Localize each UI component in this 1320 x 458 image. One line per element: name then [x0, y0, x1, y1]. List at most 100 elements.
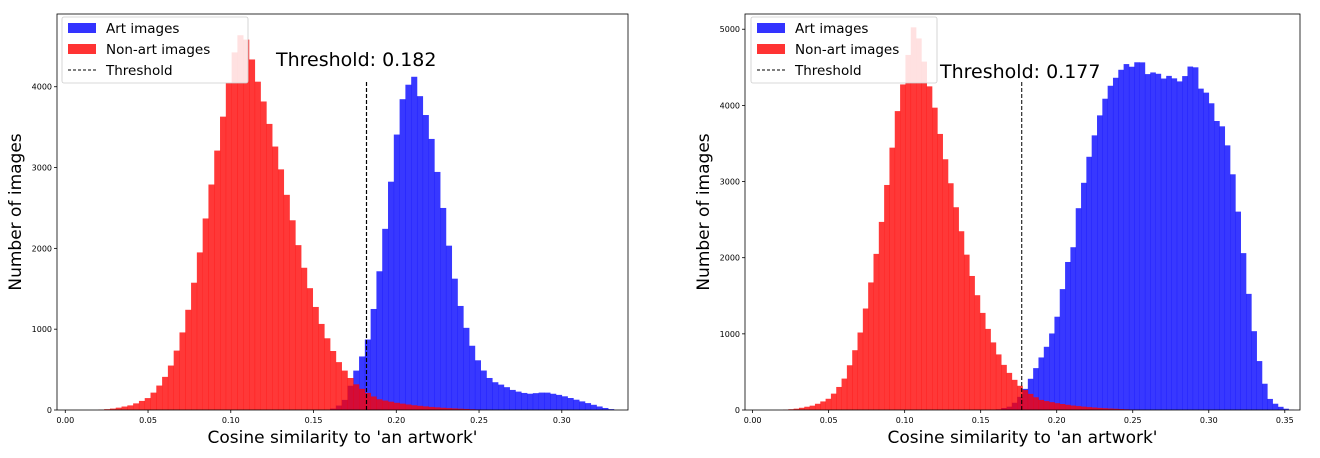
histogram-bar: [942, 159, 949, 410]
histogram-bar: [1065, 404, 1071, 410]
histogram-bar: [985, 328, 991, 410]
x-tick-labels: 0.00 0.05 0.10 0.15 0.20 0.25 0.30: [56, 410, 571, 425]
histogram-bar: [538, 392, 545, 410]
histogram-bar: [503, 387, 510, 410]
histogram-bar: [104, 409, 111, 410]
histogram-bar: [1022, 390, 1029, 410]
histogram-bar: [405, 404, 412, 410]
histogram-bar: [573, 399, 580, 410]
histogram-bar: [156, 385, 163, 410]
histogram-bar: [830, 393, 837, 410]
histogram-bar: [486, 377, 493, 410]
legend-swatch-non-art: [757, 44, 785, 54]
x-tick-label: 0.20: [387, 416, 405, 425]
histogram-bar: [846, 365, 853, 410]
y-tick-label: 2000: [32, 244, 52, 253]
histogram-bar: [1097, 115, 1103, 410]
histogram-bar: [463, 408, 470, 410]
histogram-bar: [1139, 62, 1146, 411]
histogram-bar: [162, 376, 169, 410]
histogram-bar: [590, 404, 597, 410]
histogram-bar: [926, 86, 933, 410]
histogram-bar: [133, 403, 140, 410]
histogram-bar: [457, 305, 464, 410]
histogram-bar: [364, 339, 371, 410]
legend-label-art: Art images: [106, 21, 179, 37]
x-tick-label: 0.30: [553, 416, 571, 425]
histogram-bar: [1192, 67, 1199, 410]
histogram-bar: [1091, 135, 1098, 410]
legend-swatch-art: [757, 23, 785, 33]
histogram-bar: [1102, 98, 1108, 410]
histogram-bar: [990, 342, 997, 410]
histogram-bar: [440, 407, 447, 410]
histogram-bar: [445, 245, 453, 410]
histogram-bar: [602, 407, 609, 410]
histogram-bar: [301, 267, 308, 410]
histogram-bar: [214, 150, 221, 410]
x-tick-label: 0.00: [744, 416, 762, 425]
histogram-bar: [884, 184, 890, 410]
histogram-bar: [1091, 407, 1098, 410]
histogram-bar: [921, 61, 927, 410]
histogram-bar: [1150, 72, 1156, 410]
histogram-bar: [995, 354, 1002, 410]
chart-right: 0.00 0.05 0.10 0.15 0.20 0.25 0.30 0.35 0 1000 20…: [694, 13, 1301, 448]
legend-swatch-art: [68, 23, 96, 33]
histogram-bar: [958, 231, 965, 410]
histogram-bar: [306, 288, 314, 410]
histogram-bar: [509, 389, 516, 410]
histogram-bar: [295, 245, 302, 410]
histogram-bar: [445, 408, 453, 410]
x-tick-label: 0.35: [1276, 416, 1294, 425]
histogram-bar: [347, 378, 354, 410]
legend-swatch-non-art: [68, 44, 96, 54]
histogram-bar: [121, 406, 128, 410]
legend-label-non-art: Non-art images: [795, 42, 899, 58]
histogram-bar: [1251, 331, 1257, 410]
histogram-bar: [341, 370, 348, 410]
histogram-bar: [550, 393, 557, 410]
histogram-bar: [382, 400, 389, 410]
histogram-bar: [1054, 316, 1061, 410]
histogram-bar: [1097, 407, 1103, 410]
histogram-bar: [1065, 261, 1071, 410]
histogram-bar: [1006, 372, 1013, 410]
histogram-bar: [1118, 409, 1124, 410]
histogram-bar: [873, 253, 880, 410]
x-tick-label: 0.20: [1048, 416, 1066, 425]
y-tick-label: 1000: [32, 325, 52, 334]
x-tick-label: 0.05: [820, 416, 838, 425]
histogram-bar: [399, 403, 406, 410]
histogram-bar: [1112, 77, 1119, 410]
art-histogram: [330, 76, 615, 411]
chart-left: 0.00 0.05 0.10 0.15 0.20 0.25 0.30 0 1000 2000 30…: [6, 13, 629, 448]
histogram-bar: [1027, 393, 1034, 410]
histogram-bar: [1123, 64, 1130, 410]
histogram-bar: [852, 350, 858, 410]
x-tick-label: 0.30: [1200, 416, 1218, 425]
histogram-bar: [862, 308, 869, 410]
non-art-histogram: [98, 35, 493, 411]
histogram-bar: [857, 332, 864, 410]
histogram-bar: [561, 396, 568, 410]
histogram-bar: [556, 394, 563, 410]
threshold-annotation: Threshold: 0.177: [939, 61, 1100, 83]
histogram-bar: [382, 228, 389, 410]
histogram-bar: [1198, 88, 1204, 410]
histogram-bar: [1283, 408, 1289, 410]
histogram-bar: [364, 392, 371, 410]
histogram-bar: [567, 398, 574, 410]
histogram-bar: [1070, 405, 1077, 410]
y-tick-label: 5000: [720, 25, 740, 34]
histogram-bar: [440, 207, 447, 410]
y-tick-label: 3000: [720, 178, 740, 187]
histogram-bar: [1230, 174, 1236, 410]
histogram-bar: [376, 271, 383, 410]
histogram-bar: [1049, 333, 1055, 410]
histogram-bar: [330, 351, 337, 410]
histogram-bar: [388, 181, 395, 410]
histogram-bar: [1176, 81, 1183, 411]
histogram-bar: [196, 252, 203, 410]
histogram-bar: [150, 392, 157, 410]
